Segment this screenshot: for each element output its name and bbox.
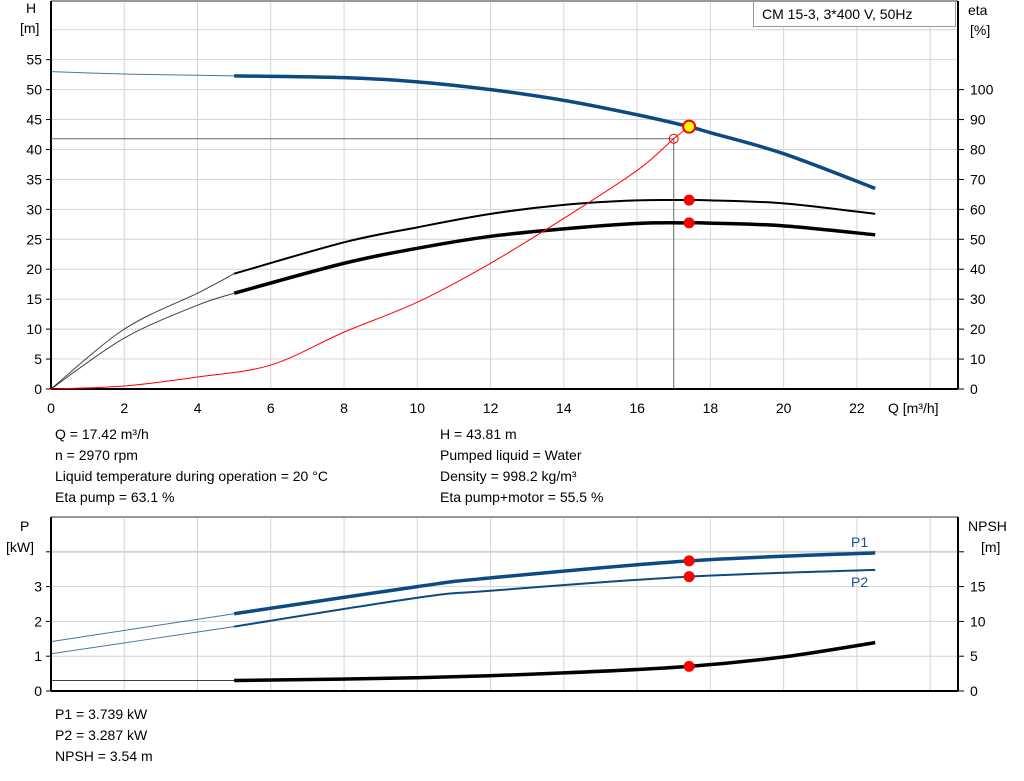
x-tick-label: 18: [703, 400, 719, 416]
readout-eta-pump-motor: Eta pump+motor = 55.5 %: [440, 489, 604, 505]
curve-eta_pump_motor-extrapolated: [50, 292, 235, 390]
curve-H: [234, 74, 876, 191]
curve-P1-extrapolated: [50, 613, 235, 643]
q-axis-label: Q [m³/h]: [888, 400, 939, 416]
y-tick-label: 15: [26, 291, 42, 307]
eta-axis-unit: [%]: [970, 22, 991, 38]
y-tick-label: 10: [26, 321, 42, 337]
curve-NPSH: [234, 640, 876, 683]
operating-point-npsh: [683, 660, 695, 672]
y2-tick-label: 100: [970, 82, 994, 98]
p-axis-label: P: [20, 518, 30, 534]
x-tick-label: 16: [629, 400, 645, 416]
x-tick-label: 20: [776, 400, 792, 416]
legend-title: CM 15-3, 3*400 V, 50Hz: [762, 6, 913, 22]
readout-q: Q = 17.42 m³/h: [55, 426, 149, 442]
readout-liquid: Pumped liquid = Water: [440, 447, 582, 463]
y2-tick-label: 20: [970, 321, 986, 337]
p2-series-label: P2: [851, 574, 869, 590]
y-tick-label: 0: [34, 683, 42, 699]
y2-tick-label: 5: [970, 648, 978, 664]
y2-tick-label: 30: [970, 291, 986, 307]
readout-n: n = 2970 rpm: [55, 447, 138, 463]
curve-P1: [233, 551, 876, 616]
y2-tick-label: 50: [970, 231, 986, 247]
operating-point-head: [682, 119, 697, 134]
x-tick-label: 10: [410, 400, 426, 416]
readout-eta-pump: Eta pump = 63.1 %: [55, 489, 175, 505]
y2-tick-label: 10: [970, 351, 986, 367]
y-tick-label: 40: [26, 141, 42, 157]
x-tick-label: 12: [483, 400, 499, 416]
x-tick-label: 8: [340, 400, 348, 416]
y-tick-label: 20: [26, 261, 42, 277]
y-tick-label: 3: [34, 579, 42, 595]
reference-point-marker: [668, 133, 679, 144]
x-tick-label: 4: [194, 400, 202, 416]
curve-eta_pump: [233, 198, 876, 275]
curve-eta_pump_motor: [233, 221, 876, 295]
y2-tick-label: 70: [970, 171, 986, 187]
y2-tick-label: 90: [970, 112, 986, 128]
y2-tick-label: 10: [970, 613, 986, 629]
x-tick-label: 2: [120, 400, 128, 416]
y-tick-label: 55: [26, 52, 42, 68]
readout-p2: P2 = 3.287 kW: [55, 727, 148, 743]
x-tick-label: 14: [556, 400, 572, 416]
eta-axis-label: eta: [968, 2, 988, 18]
y-tick-label: 25: [26, 231, 42, 247]
npsh-axis-label: NPSH: [968, 518, 1007, 534]
readout-p1: P1 = 3.739 kW: [55, 706, 148, 722]
readout-temperature: Liquid temperature during operation = 20…: [55, 468, 328, 484]
y2-tick-label: 0: [970, 381, 978, 397]
curve-eta_pump-extrapolated: [50, 273, 235, 390]
operating-point-p2: [683, 571, 695, 583]
curve-H-extrapolated: [50, 71, 235, 77]
curve-P2-extrapolated: [50, 626, 235, 655]
y-tick-label: 5: [34, 351, 42, 367]
p1-series-label: P1: [851, 534, 869, 550]
y-tick-label: 45: [26, 112, 42, 128]
y2-tick-label: 60: [970, 201, 986, 217]
h-axis-unit: [m]: [20, 20, 40, 36]
y2-tick-label: 40: [970, 261, 986, 277]
x-tick-label: 22: [849, 400, 865, 416]
operating-point-eta-pump: [683, 194, 695, 206]
y2-tick-label: 15: [970, 579, 986, 595]
y-tick-label: 35: [26, 171, 42, 187]
x-tick-label: 0: [47, 400, 55, 416]
y-tick-label: 1: [34, 648, 42, 664]
h-axis-label: H: [26, 0, 37, 16]
x-tick-label: 6: [267, 400, 275, 416]
y-tick-label: 50: [26, 82, 42, 98]
y2-tick-label: 80: [970, 141, 986, 157]
readout-h: H = 43.81 m: [440, 426, 517, 442]
curve-P2: [234, 568, 876, 628]
y-tick-label: 30: [26, 201, 42, 217]
p-axis-unit: [kW]: [6, 539, 34, 555]
y2-tick-label: 0: [970, 683, 978, 699]
readout-npsh: NPSH = 3.54 m: [55, 748, 153, 764]
operating-point-eta-pump-motor: [683, 217, 695, 229]
y-tick-label: 0: [34, 381, 42, 397]
y-tick-label: 2: [34, 613, 42, 629]
npsh-axis-unit: [m]: [981, 539, 1001, 555]
readout-density: Density = 998.2 kg/m³: [440, 468, 577, 484]
legend-box: CM 15-3, 3*400 V, 50Hz: [753, 1, 956, 27]
operating-point-p1: [683, 555, 695, 567]
curve-system: [50, 126, 690, 390]
